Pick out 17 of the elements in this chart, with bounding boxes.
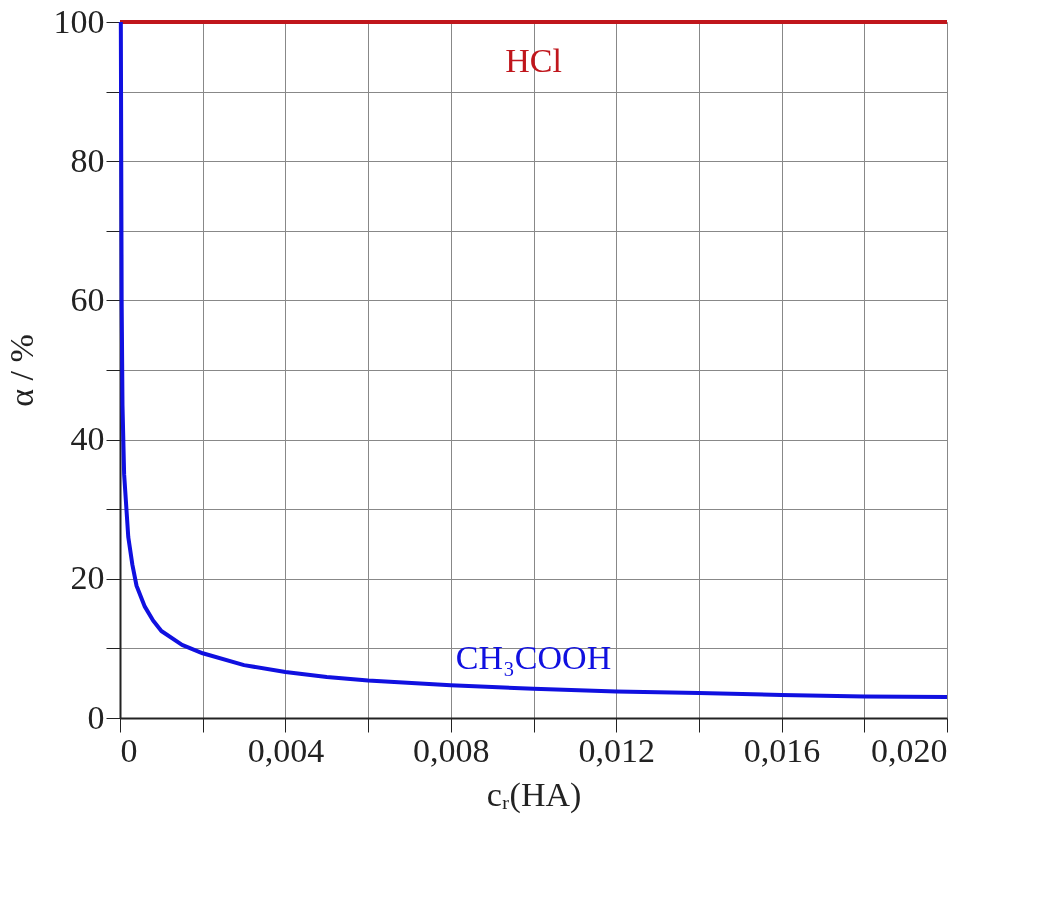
x-tick-label: 0 [120,731,138,769]
x-tick-label: 0,012 [578,731,655,769]
y-tick-label: 60 [70,280,105,318]
x-tick-label: 0,020 [871,731,948,769]
x-tick-label: 0,016 [743,731,821,769]
y-tick-label: 80 [70,141,105,179]
series-label: CH₃COOH [455,638,612,676]
y-tick-label: 100 [53,2,105,40]
y-tick-label: 0 [87,698,105,736]
y-tick-label: 40 [70,420,105,458]
y-axis-title: α / % [2,334,40,407]
x-tick-label: 0,008 [413,731,490,769]
x-tick-label: 0,004 [247,731,325,769]
y-tick-label: 20 [70,559,105,597]
x-axis-title: cᵣ(HA) [486,775,582,814]
line-series [118,20,949,700]
series-label: HCl [505,42,562,79]
